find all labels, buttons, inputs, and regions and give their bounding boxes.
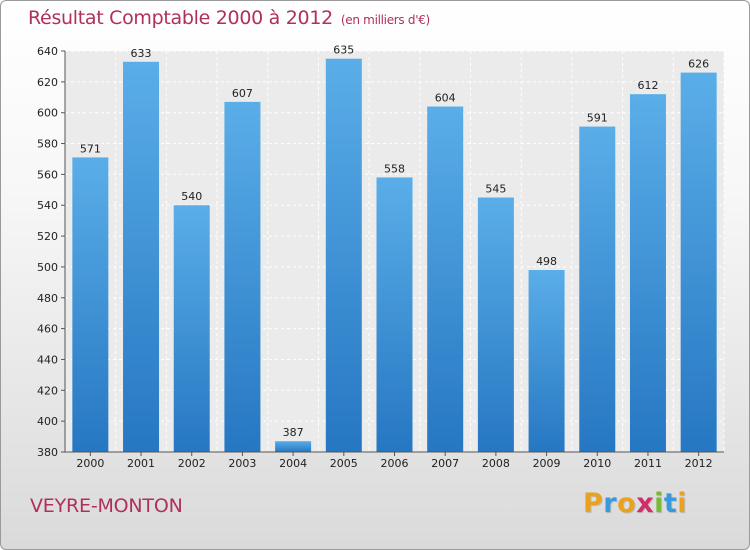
value-label-2005: 635 bbox=[333, 44, 354, 57]
y-tick-label: 460 bbox=[37, 323, 58, 336]
bars: 571 633 540 607 387 635 558 604 545 498 591 612 626 bbox=[72, 44, 717, 453]
commune-name: VEYRE-MONTON bbox=[30, 495, 183, 517]
bar-2010 bbox=[579, 126, 616, 453]
x-tick-label-2006: 2006 bbox=[381, 457, 409, 470]
value-label-2004: 387 bbox=[283, 426, 304, 439]
y-tick-label: 380 bbox=[37, 446, 58, 459]
value-label-2007: 604 bbox=[435, 92, 456, 105]
value-label-2008: 545 bbox=[485, 183, 506, 196]
y-tick-label: 440 bbox=[37, 353, 58, 366]
proxiti-logo: Proxiti bbox=[583, 488, 687, 519]
bar-2009 bbox=[528, 270, 565, 452]
logo-letter: x bbox=[636, 488, 655, 519]
bar-2012 bbox=[680, 72, 717, 452]
bar-2003 bbox=[224, 101, 261, 453]
logo-letter: r bbox=[603, 488, 618, 519]
y-tick-label: 580 bbox=[37, 138, 58, 151]
axes: 380 400 420 440 460 480 500 520 540 560 580 600 620 6… bbox=[37, 45, 724, 470]
chart-subtitle: (en milliers d'€) bbox=[340, 13, 430, 27]
logo-letter: P bbox=[583, 488, 604, 519]
x-tick-label-2001: 2001 bbox=[127, 457, 155, 470]
y-tick-label: 540 bbox=[37, 199, 58, 212]
x-tick-label-2007: 2007 bbox=[431, 457, 459, 470]
value-label-2001: 633 bbox=[131, 47, 152, 60]
value-label-2009: 498 bbox=[536, 255, 557, 268]
value-label-2003: 607 bbox=[232, 87, 253, 100]
x-tick-label-2004: 2004 bbox=[279, 457, 307, 470]
y-tick-label: 500 bbox=[37, 261, 58, 274]
x-tick-label-2008: 2008 bbox=[482, 457, 510, 470]
y-tick-label: 640 bbox=[37, 45, 58, 58]
value-label-2010: 591 bbox=[587, 112, 608, 125]
x-tick-label-2009: 2009 bbox=[533, 457, 561, 470]
bar-2007 bbox=[427, 106, 464, 453]
y-tick-label: 620 bbox=[37, 76, 58, 89]
logo-letter: o bbox=[617, 488, 637, 519]
y-tick-label: 560 bbox=[37, 168, 58, 181]
value-label-2006: 558 bbox=[384, 162, 405, 175]
y-tick-label: 420 bbox=[37, 384, 58, 397]
bar-2011 bbox=[629, 94, 666, 452]
value-label-2011: 612 bbox=[637, 79, 658, 92]
logo-letter: t bbox=[663, 488, 678, 519]
bar-2004 bbox=[275, 441, 312, 452]
chart-title-text: Résultat Comptable 2000 à 2012 bbox=[28, 7, 333, 29]
y-tick-label: 600 bbox=[37, 107, 58, 120]
value-label-2012: 626 bbox=[688, 58, 709, 71]
bar-2006 bbox=[376, 177, 413, 452]
bar-2000 bbox=[72, 157, 109, 452]
x-tick-label-2012: 2012 bbox=[685, 457, 713, 470]
logo-letter: i bbox=[654, 488, 664, 519]
value-label-2002: 540 bbox=[181, 190, 202, 203]
x-tick-label-2000: 2000 bbox=[76, 457, 104, 470]
x-tick-label-2010: 2010 bbox=[583, 457, 611, 470]
chart-title: Résultat Comptable 2000 à 2012 (en millie… bbox=[28, 7, 430, 29]
value-label-2000: 571 bbox=[80, 142, 101, 155]
bar-2008 bbox=[477, 197, 514, 452]
x-tick-label-2005: 2005 bbox=[330, 457, 358, 470]
x-tick-label-2002: 2002 bbox=[178, 457, 206, 470]
x-tick-label-2011: 2011 bbox=[634, 457, 662, 470]
bar-2001 bbox=[123, 61, 160, 453]
logo-letter: i bbox=[677, 488, 688, 519]
bar-2005 bbox=[325, 58, 362, 452]
bar-2002 bbox=[173, 205, 210, 452]
y-tick-label: 480 bbox=[37, 292, 58, 305]
x-tick-label-2003: 2003 bbox=[228, 457, 256, 470]
y-tick-label: 520 bbox=[37, 230, 58, 243]
y-tick-label: 400 bbox=[37, 415, 58, 428]
